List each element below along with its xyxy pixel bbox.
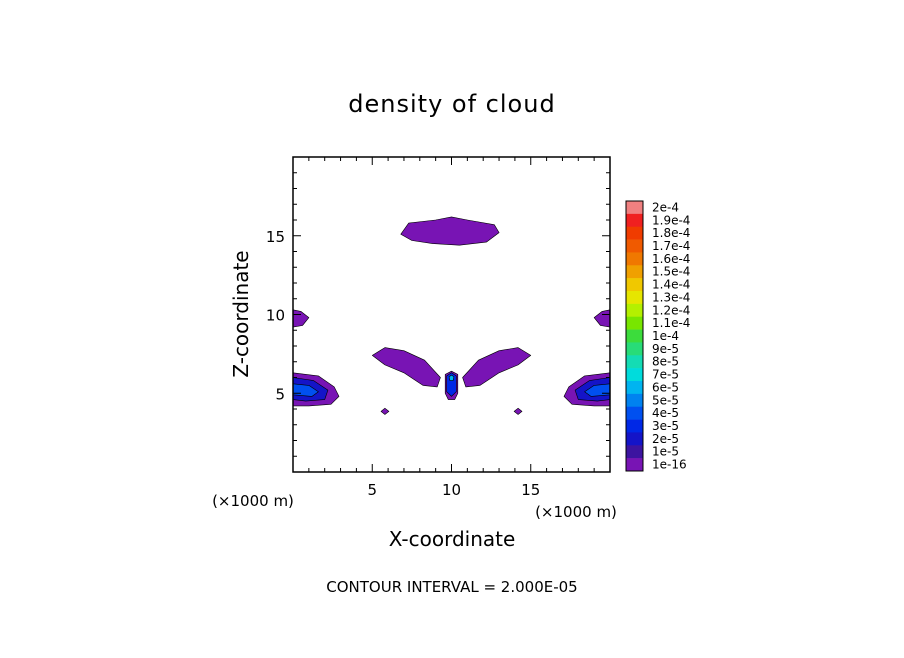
plot-frame <box>292 156 611 473</box>
colorbar-swatch <box>626 381 643 395</box>
colorbar-label: 3e-5 <box>652 419 679 433</box>
colorbar-swatch <box>626 393 643 408</box>
x-tick-label: 5 <box>367 481 377 499</box>
colorbar-swatch <box>626 458 643 472</box>
colorbar-swatch <box>626 406 643 420</box>
colorbar-label: 2e-4 <box>652 200 679 214</box>
colorbar-label: 1.5e-4 <box>652 265 690 279</box>
colorbar-label: 4e-5 <box>652 406 679 420</box>
contour-upper-band <box>400 216 500 246</box>
colorbar-frame <box>625 200 644 472</box>
contour-left-edge-upper <box>292 309 310 328</box>
colorbar-label: 1.2e-4 <box>652 303 690 317</box>
x-tick-label: 10 <box>442 481 461 499</box>
colorbar-swatch <box>626 239 643 253</box>
colorbar-swatch <box>626 445 643 459</box>
colorbar-label: 6e-5 <box>652 380 679 394</box>
colorbar-label: 8e-5 <box>652 355 679 369</box>
z-unit-label: (×1000 m) <box>535 503 617 521</box>
colorbar-label: 1.1e-4 <box>652 316 690 330</box>
colorbar-label: 1e-5 <box>652 445 679 459</box>
contour-left-diagonal-lobe <box>371 347 441 388</box>
colorbar-label: 1.7e-4 <box>652 239 690 253</box>
colorbar-label: 1.9e-4 <box>652 213 690 227</box>
y-axis-label: Z-coordinate <box>229 250 253 377</box>
colorbar-swatch <box>626 303 643 318</box>
tick-labels: 5 10 15 5 10 15 <box>266 228 540 499</box>
colorbar-label: 1.4e-4 <box>652 278 690 292</box>
colorbar-swatch <box>626 213 643 228</box>
axis-ticks <box>293 157 610 472</box>
x-tick-label: 15 <box>521 481 540 499</box>
colorbar-swatch <box>626 419 643 433</box>
colorbar-label: 1e-4 <box>652 329 679 343</box>
contour-small-blob-left <box>380 407 390 415</box>
contour-interval-label: CONTOUR INTERVAL = 2.000E-05 <box>326 578 577 596</box>
y-tick-label: 5 <box>275 385 285 403</box>
colorbar-swatch <box>626 201 643 215</box>
colorbar-swatch <box>626 252 643 266</box>
colorbar-swatch <box>626 226 643 240</box>
colorbar-swatch <box>626 355 643 369</box>
colorbar-label: 1.3e-4 <box>652 290 690 304</box>
chart-title: density of cloud <box>348 90 555 118</box>
y-tick-label: 10 <box>266 307 285 325</box>
colorbar-label: 5e-5 <box>652 393 679 407</box>
colorbar: 2e-41.9e-41.8e-41.7e-41.6e-41.5e-41.4e-4… <box>625 200 690 472</box>
colorbar-label: 1.6e-4 <box>652 252 690 266</box>
y-tick-label: 15 <box>266 228 285 246</box>
colorbar-swatch <box>626 265 643 279</box>
colorbar-label: 2e-5 <box>652 432 679 446</box>
colorbar-label: 1e-16 <box>652 458 687 472</box>
colorbar-swatch <box>626 368 643 382</box>
contour-center-column-core <box>448 374 455 381</box>
colorbar-swatch <box>626 278 643 292</box>
colorbar-label: 7e-5 <box>652 368 679 382</box>
x-unit-label: (×1000 m) <box>212 492 294 510</box>
colorbar-swatch <box>626 291 643 305</box>
contour-regions <box>292 216 611 415</box>
colorbar-label: 9e-5 <box>652 342 679 356</box>
colorbar-swatch <box>626 316 643 330</box>
colorbar-label: 1.8e-4 <box>652 226 690 240</box>
x-axis-label: X-coordinate <box>389 527 516 551</box>
contour-right-diagonal-lobe <box>462 347 532 388</box>
contour-small-blob-right <box>513 407 523 415</box>
colorbar-swatch <box>626 342 643 356</box>
colorbar-swatch <box>626 329 643 343</box>
colorbar-swatch <box>626 432 643 446</box>
contour-right-edge-upper <box>593 309 611 328</box>
contour-center-column-inner <box>446 372 457 397</box>
